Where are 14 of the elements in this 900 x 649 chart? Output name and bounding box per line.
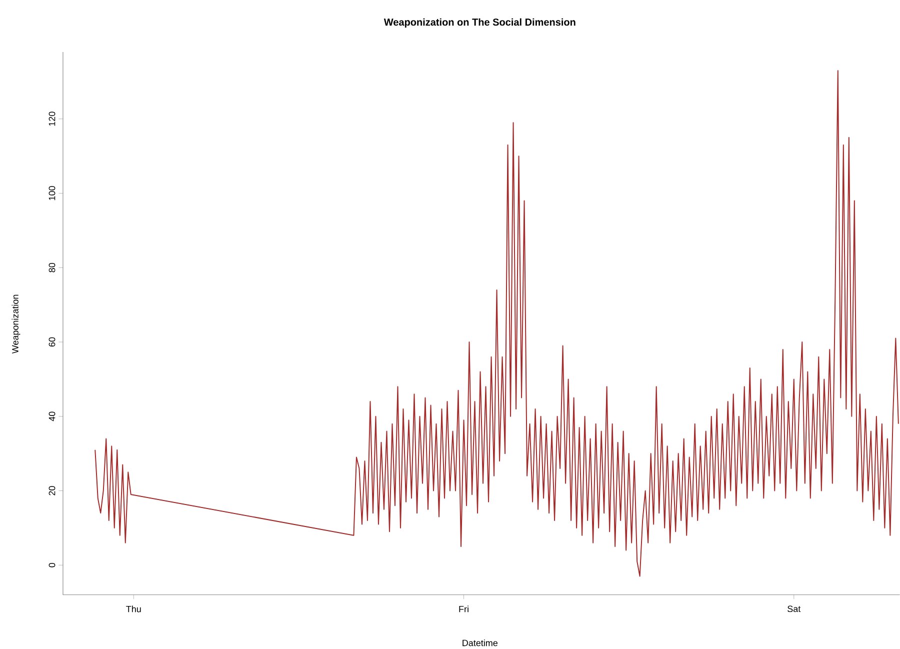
y-tick-label: 60 [48, 337, 56, 346]
y-axis-title: Weaponization [12, 294, 20, 354]
y-tick-label: 80 [48, 262, 56, 272]
chart-title: Weaponization on The Social Dimension [384, 18, 576, 28]
x-axis-title: Datetime [462, 639, 498, 646]
y-tick-label: 0 [48, 562, 56, 568]
y-tick-label: 120 [48, 112, 56, 126]
x-tick-label: Thu [126, 605, 141, 612]
y-tick-label: 100 [48, 186, 56, 200]
line-series [94, 70, 899, 577]
x-tick-label: Sat [788, 605, 801, 612]
y-tick-label: 20 [48, 486, 56, 496]
x-tick-label: Fri [459, 605, 468, 612]
y-tick-label: 40 [48, 411, 56, 421]
